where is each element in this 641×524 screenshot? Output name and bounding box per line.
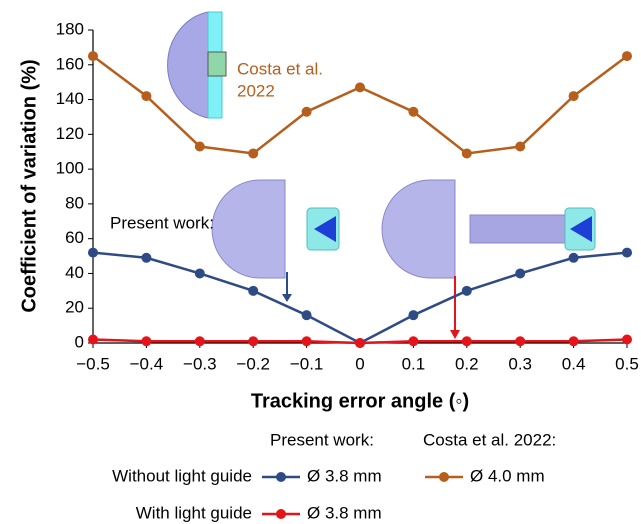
legend-row-label: With light guide bbox=[136, 503, 252, 522]
data-point bbox=[622, 335, 632, 345]
x-tick-label: −0.5 bbox=[76, 354, 110, 373]
data-point bbox=[248, 336, 258, 346]
data-point bbox=[355, 338, 365, 348]
data-point bbox=[195, 268, 205, 278]
y-tick-label: 60 bbox=[65, 228, 84, 247]
x-axis-label: Tracking error angle (◦) bbox=[251, 390, 469, 412]
data-point bbox=[248, 286, 258, 296]
data-point bbox=[622, 248, 632, 258]
data-point bbox=[515, 336, 525, 346]
legend-row-label: Without light guide bbox=[112, 466, 252, 485]
data-point bbox=[462, 148, 472, 158]
data-point bbox=[302, 107, 312, 117]
data-point bbox=[569, 91, 579, 101]
data-point bbox=[622, 51, 632, 61]
illustration-present-with bbox=[382, 180, 595, 278]
data-point bbox=[569, 253, 579, 263]
x-tick-label: 0.4 bbox=[562, 354, 586, 373]
data-point bbox=[569, 336, 579, 346]
data-point bbox=[408, 336, 418, 346]
x-tick-label: 0.3 bbox=[508, 354, 532, 373]
data-point bbox=[88, 51, 98, 61]
data-point bbox=[302, 336, 312, 346]
data-point bbox=[408, 107, 418, 117]
y-axis-label: Coefficient of variation (%) bbox=[18, 59, 40, 312]
data-point bbox=[88, 335, 98, 345]
y-tick-label: 140 bbox=[56, 89, 84, 108]
x-tick-label: 0.2 bbox=[455, 354, 479, 373]
y-tick-label: 120 bbox=[56, 124, 84, 143]
data-point bbox=[248, 148, 258, 158]
data-point bbox=[515, 142, 525, 152]
legend-header: Costa et al. 2022: bbox=[423, 430, 556, 449]
y-tick-label: 80 bbox=[65, 193, 84, 212]
data-point bbox=[462, 286, 472, 296]
y-tick-label: 100 bbox=[56, 159, 84, 178]
x-tick-label: 0 bbox=[355, 354, 364, 373]
y-tick-label: 40 bbox=[65, 263, 84, 282]
data-point bbox=[355, 82, 365, 92]
y-tick-label: 20 bbox=[65, 298, 84, 317]
illustration-present-without bbox=[212, 180, 339, 278]
x-tick-label: −0.4 bbox=[130, 354, 164, 373]
data-point bbox=[195, 142, 205, 152]
annotation: Present work: bbox=[110, 213, 214, 232]
data-point bbox=[141, 253, 151, 263]
x-tick-label: −0.2 bbox=[236, 354, 270, 373]
annotation: 2022 bbox=[237, 81, 275, 100]
x-tick-label: −0.1 bbox=[290, 354, 324, 373]
legend-label: Ø 3.8 mm bbox=[307, 503, 382, 522]
x-tick-label: 0.1 bbox=[402, 354, 426, 373]
y-tick-label: 160 bbox=[56, 54, 84, 73]
legend-label: Ø 4.0 mm bbox=[470, 466, 545, 485]
legend-marker bbox=[276, 472, 286, 482]
data-point bbox=[462, 336, 472, 346]
y-tick-label: 180 bbox=[56, 19, 84, 38]
x-tick-label: −0.3 bbox=[183, 354, 217, 373]
legend-label: Ø 3.8 mm bbox=[307, 466, 382, 485]
illustration-costa bbox=[168, 12, 226, 118]
annotation: Costa et al. bbox=[237, 59, 323, 78]
series-line bbox=[93, 253, 627, 343]
data-point bbox=[195, 336, 205, 346]
legend-marker bbox=[276, 509, 286, 519]
data-point bbox=[141, 336, 151, 346]
data-point bbox=[515, 268, 525, 278]
y-tick-label: 0 bbox=[75, 332, 84, 351]
data-point bbox=[141, 91, 151, 101]
data-point bbox=[302, 310, 312, 320]
x-tick-label: 0.5 bbox=[615, 354, 639, 373]
data-point bbox=[88, 248, 98, 258]
chart: Coefficient of variation (%) Tracking er… bbox=[0, 0, 641, 524]
data-point bbox=[408, 310, 418, 320]
legend-header: Present work: bbox=[270, 430, 374, 449]
legend-marker bbox=[439, 472, 449, 482]
